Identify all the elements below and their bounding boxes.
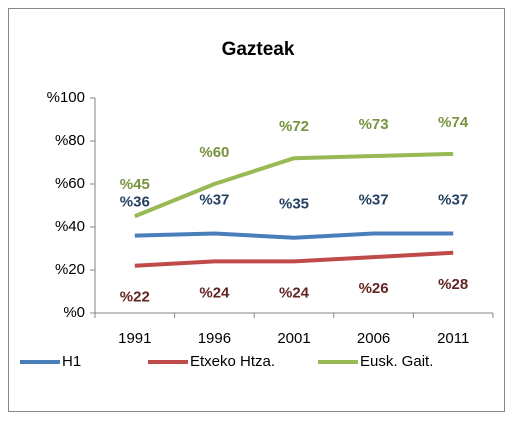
data-label: %73 [359, 116, 389, 133]
chart-border [8, 8, 505, 412]
data-label: %74 [438, 114, 469, 131]
x-tick-label: 2011 [437, 330, 469, 347]
y-tick-label: %60 [55, 175, 85, 192]
data-label: %36 [120, 194, 150, 211]
data-label: %45 [120, 176, 150, 193]
data-label: %37 [359, 191, 389, 208]
data-label: %28 [438, 276, 468, 293]
series-line [134, 250, 454, 268]
x-tick-label: 2001 [277, 330, 310, 347]
data-label: %35 [279, 196, 309, 213]
y-tick-label: %100 [47, 89, 85, 106]
legend-label: Eusk. Gait. [360, 353, 433, 370]
y-tick-label: %20 [55, 261, 85, 278]
data-label: %72 [279, 118, 309, 135]
data-label: %37 [199, 191, 229, 208]
series-line [134, 231, 454, 240]
data-label: %26 [359, 280, 389, 297]
x-tick-label: 2006 [357, 330, 390, 347]
x-tick-label: 1996 [198, 330, 231, 347]
data-label: %22 [120, 289, 150, 306]
x-tick-label: 1991 [118, 330, 151, 347]
y-tick-label: %0 [63, 304, 85, 321]
legend-label: H1 [62, 353, 81, 370]
series-line [134, 151, 454, 219]
chart-title: Gazteak [222, 39, 295, 60]
legend-label: Etxeko Htza. [190, 353, 275, 370]
data-label: %24 [199, 284, 230, 301]
y-tick-label: %80 [55, 132, 85, 149]
data-label: %24 [279, 284, 310, 301]
data-label: %37 [438, 191, 468, 208]
data-label: %60 [199, 144, 229, 161]
y-tick-label: %40 [55, 218, 85, 235]
